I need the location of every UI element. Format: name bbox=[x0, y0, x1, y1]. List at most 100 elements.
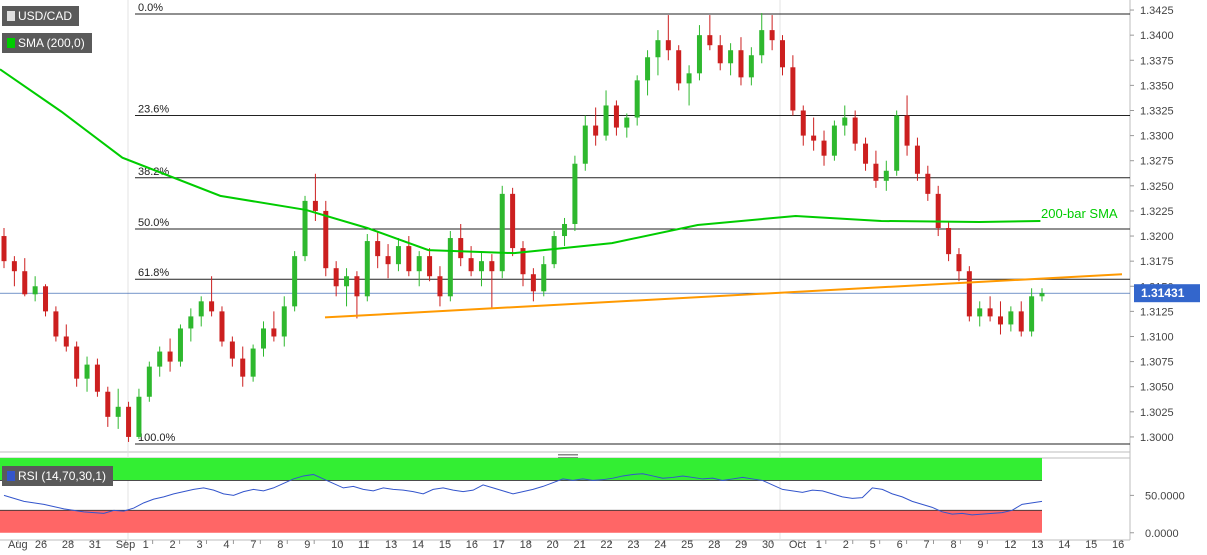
candle-body bbox=[447, 238, 453, 297]
x-tick-label: 1 bbox=[816, 539, 822, 551]
candle-body bbox=[935, 193, 941, 229]
candle-body bbox=[395, 246, 401, 265]
candle-body bbox=[157, 351, 163, 367]
candle-body bbox=[613, 105, 619, 128]
x-tick-label: 20 bbox=[547, 539, 559, 551]
rsi-y-tick-label: 0.0000 bbox=[1145, 528, 1179, 540]
x-tick-label: 30 bbox=[762, 539, 774, 551]
candle-body bbox=[375, 241, 381, 257]
candle-body bbox=[146, 366, 152, 397]
x-tick-label: 9 bbox=[304, 539, 310, 551]
candle-body bbox=[74, 346, 80, 379]
x-tick-label: 28 bbox=[708, 539, 720, 551]
y-tick-label: 1.3200 bbox=[1140, 231, 1174, 243]
x-tick-label: 13 bbox=[1031, 539, 1043, 551]
candle-body bbox=[63, 336, 69, 347]
x-tick-label: 28 bbox=[62, 539, 74, 551]
sma-swatch bbox=[7, 38, 15, 48]
candle-body bbox=[437, 276, 443, 297]
candle-body bbox=[292, 256, 298, 307]
fib-level-label: 23.6% bbox=[138, 104, 169, 116]
candle-body bbox=[811, 135, 817, 141]
candle-body bbox=[665, 40, 671, 51]
x-tick-label: 16 bbox=[1112, 539, 1124, 551]
x-tick-label: 14 bbox=[1058, 539, 1070, 551]
candle-body bbox=[136, 396, 142, 437]
y-tick-label: 1.3125 bbox=[1140, 306, 1174, 318]
rsi-label: RSI (14,70,30,1) bbox=[18, 469, 107, 483]
candle-body bbox=[863, 143, 869, 164]
rsi-tag[interactable]: RSI (14,70,30,1) bbox=[2, 466, 114, 486]
candle-body bbox=[707, 35, 713, 46]
x-tick-label: 8 bbox=[950, 539, 956, 551]
candle-body bbox=[769, 30, 775, 41]
pane-resize-handle bbox=[558, 454, 578, 456]
x-tick-label: 6 bbox=[897, 539, 903, 551]
candle-body bbox=[344, 276, 350, 287]
candle-body bbox=[1039, 293, 1045, 297]
candle-body bbox=[894, 115, 900, 171]
rsi-swatch bbox=[7, 471, 15, 481]
candle-body bbox=[478, 261, 484, 272]
candle-body bbox=[904, 115, 910, 146]
fib-level-label: 38.2% bbox=[138, 166, 169, 178]
x-tick-label: 10 bbox=[331, 539, 343, 551]
candle-body bbox=[728, 50, 734, 64]
candle-body bbox=[551, 236, 557, 265]
x-tick-label: 16 bbox=[466, 539, 478, 551]
candle-body bbox=[738, 50, 744, 78]
y-tick-label: 1.3250 bbox=[1140, 181, 1174, 193]
rsi-oversold-zone bbox=[0, 510, 1042, 533]
price-tag-label: 1.31431 bbox=[1141, 286, 1185, 300]
x-tick-label: 8 bbox=[277, 539, 283, 551]
sma-label: SMA (200,0) bbox=[18, 36, 85, 50]
x-tick-label: 21 bbox=[573, 539, 585, 551]
fib-level-label: 50.0% bbox=[138, 217, 169, 229]
candle-body bbox=[530, 274, 536, 292]
candle-body bbox=[645, 57, 651, 81]
y-tick-label: 1.3075 bbox=[1140, 357, 1174, 369]
y-tick-label: 1.3100 bbox=[1140, 331, 1174, 343]
candle-body bbox=[1029, 296, 1035, 332]
candle-body bbox=[987, 308, 993, 317]
candle-body bbox=[624, 117, 630, 128]
sma-tag[interactable]: SMA (200,0) bbox=[2, 33, 92, 53]
x-tick-label: 22 bbox=[600, 539, 612, 551]
candle-body bbox=[603, 105, 609, 136]
y-tick-label: 1.3175 bbox=[1140, 256, 1174, 268]
candle-body bbox=[177, 328, 183, 362]
candle-body bbox=[250, 348, 256, 377]
candle-body bbox=[198, 301, 204, 317]
x-tick-label: Aug bbox=[8, 539, 28, 551]
fib-level-label: 100.0% bbox=[138, 432, 176, 444]
support-trendline bbox=[324, 273, 1123, 319]
y-tick-label: 1.3350 bbox=[1140, 80, 1174, 92]
y-tick-label: 1.3425 bbox=[1140, 5, 1174, 17]
candle-body bbox=[53, 311, 59, 337]
candle-body bbox=[790, 67, 796, 111]
symbol-swatch bbox=[7, 11, 15, 21]
x-tick-label: 11 bbox=[358, 539, 369, 551]
candle-body bbox=[541, 264, 547, 292]
rsi-y-tick-label: 50.0000 bbox=[1145, 490, 1185, 502]
candle-body bbox=[43, 286, 49, 312]
x-tick-label: 25 bbox=[681, 539, 693, 551]
x-tick-label: 17 bbox=[493, 539, 505, 551]
candle-body bbox=[188, 316, 194, 329]
candle-body bbox=[1008, 311, 1014, 325]
y-tick-label: 1.3050 bbox=[1140, 382, 1174, 394]
y-tick-label: 1.3275 bbox=[1140, 156, 1174, 168]
price-tag bbox=[1134, 284, 1200, 303]
pane-resize-handle bbox=[558, 457, 578, 459]
candle-body bbox=[759, 30, 765, 56]
candle-body bbox=[385, 256, 391, 265]
x-tick-label: 9 bbox=[977, 539, 983, 551]
x-tick-label: 7 bbox=[250, 539, 256, 551]
symbol-tag[interactable]: USD/CAD bbox=[2, 6, 80, 26]
x-tick-label: 1 bbox=[143, 539, 149, 551]
candle-body bbox=[219, 311, 225, 342]
candle-body bbox=[323, 210, 329, 269]
candle-body bbox=[468, 258, 474, 272]
candle-body bbox=[416, 256, 422, 272]
